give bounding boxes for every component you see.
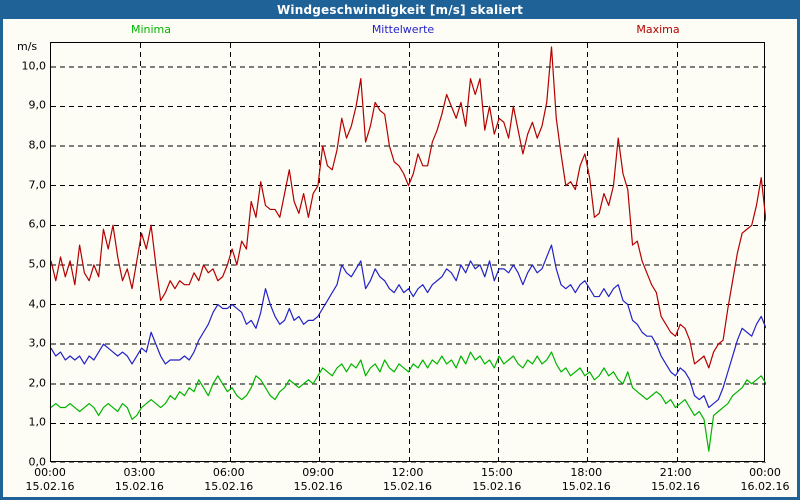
x-tick-date: 15.02.16 (383, 480, 432, 493)
x-tick-time: 09:00 (302, 466, 334, 479)
series-line-minima (51, 351, 766, 452)
window-title: Windgeschwindigkeit [m/s] skaliert (276, 2, 524, 17)
window-title-bar: Windgeschwindigkeit [m/s] skaliert (3, 0, 797, 19)
legend-item-minima: Minima (130, 23, 172, 36)
y-axis-tick-label: 4,0 (28, 297, 47, 310)
x-axis-tick-label: 00:00 15.02.16 (26, 466, 75, 494)
x-tick-date: 15.02.16 (472, 480, 522, 493)
x-axis-tick-label: 09:00 15.02.16 (294, 466, 343, 494)
y-axis-tick-label: 6,0 (28, 217, 47, 231)
x-tick-time: 15:00 (481, 466, 513, 479)
x-tick-time: 18:00 (570, 466, 603, 479)
x-tick-date: 15.02.16 (561, 480, 611, 493)
x-tick-date: 16.02.16 (740, 480, 790, 493)
y-axis-tick-label: 1,0 (28, 415, 47, 429)
legend-item-maxima: Maxima (636, 23, 680, 36)
y-axis-tick-label: 7,0 (28, 178, 47, 192)
x-axis-tick-label: 12:00 15.02.16 (383, 466, 432, 494)
chart-canvas (51, 43, 766, 463)
series-line-mittelwerte (51, 244, 766, 409)
x-tick-time: 03:00 (123, 466, 156, 479)
x-tick-time: 12:00 (391, 466, 424, 479)
series-line-maxima (51, 46, 766, 369)
x-tick-date: 15.02.16 (651, 480, 701, 493)
y-axis-tick-label: 0,0 (28, 455, 47, 469)
x-axis-tick-label: 03:00 15.02.16 (115, 466, 164, 494)
chart-legend: Minima Mittelwerte Maxima (3, 23, 797, 39)
x-tick-time: 00:00 (34, 466, 66, 479)
x-axis-tick-label: 21:00 15.02.16 (651, 466, 700, 494)
plot-area (50, 42, 766, 463)
x-tick-date: 15.02.16 (293, 480, 343, 493)
y-axis-unit-label: m/s (17, 40, 38, 53)
x-axis-tick-label: 18:00 15.02.16 (562, 466, 611, 494)
x-axis-tick-label: 06:00 15.02.16 (204, 466, 253, 494)
x-tick-date: 15.02.16 (204, 480, 254, 493)
x-tick-time: 06:00 (212, 466, 245, 479)
legend-item-mittelwerte: Mittelwerte (371, 23, 435, 36)
y-axis-tick-label: 10,0 (21, 59, 47, 73)
y-axis-tick-labels: 0,0 1,0 2,0 3,0 4,0 5,0 6,0 7,0 8,0 9,0 10,0 (3, 0, 47, 497)
x-axis-tick-label: 00:00 16.02.16 (741, 466, 790, 494)
y-axis-tick-label: 3,0 (28, 336, 47, 350)
y-axis-tick-label: 2,0 (28, 376, 47, 390)
x-tick-time: 21:00 (659, 466, 692, 479)
x-axis-tick-label: 15:00 15.02.16 (472, 466, 521, 494)
y-axis-tick-label: 9,0 (28, 98, 47, 112)
x-tick-date: 15.02.16 (114, 480, 164, 493)
x-tick-time: 00:00 (749, 466, 781, 479)
y-axis-tick-label: 5,0 (28, 257, 47, 271)
y-axis-tick-label: 8,0 (28, 138, 47, 152)
x-axis-tick-labels: 00:00 15.02.16 03:00 15.02.16 06:00 15.02.16 0… (3, 466, 797, 497)
x-tick-date: 15.02.16 (25, 480, 75, 493)
